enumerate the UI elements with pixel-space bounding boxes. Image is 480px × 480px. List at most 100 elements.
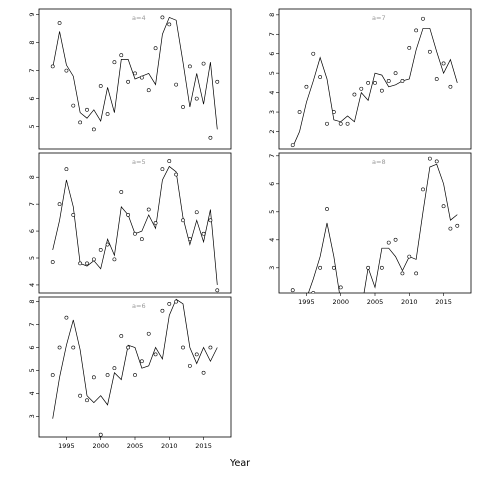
panel-frame	[278, 152, 472, 294]
y-tick-label: 6	[268, 52, 276, 56]
y-tick-label: 2	[268, 129, 276, 133]
observed-point	[50, 373, 55, 377]
x-tick-label: 2015	[435, 298, 452, 306]
observed-point	[366, 265, 371, 270]
observed-point	[105, 242, 110, 247]
observed-point	[187, 64, 192, 69]
observed-point	[201, 231, 206, 236]
observed-point	[318, 265, 323, 270]
observed-point	[139, 359, 144, 364]
plot-area	[50, 15, 220, 140]
observed-point	[91, 375, 96, 380]
observed-point	[133, 373, 137, 377]
panel-title: a=8	[372, 158, 386, 166]
observed-point	[201, 370, 206, 375]
observed-point	[393, 237, 398, 242]
y-tick-label: 3	[268, 110, 276, 114]
observed-point	[311, 291, 316, 293]
observed-point	[174, 172, 179, 177]
observed-point	[85, 107, 89, 112]
observed-point	[187, 237, 192, 242]
y-tick-label: 3	[268, 266, 276, 270]
observed-point	[98, 84, 103, 88]
observed-point	[325, 121, 329, 126]
observed-point	[133, 71, 137, 76]
observed-point	[139, 75, 144, 80]
observed-point	[146, 207, 151, 212]
y-tick-label: 8	[28, 175, 36, 179]
observed-point	[174, 82, 179, 87]
observed-point	[414, 271, 419, 276]
y-tick-label: 4	[28, 391, 36, 395]
y-tick-label: 7	[268, 32, 276, 36]
y-tick-label: 6	[28, 345, 36, 349]
observed-point	[311, 51, 316, 56]
observed-point	[441, 204, 446, 209]
observed-point	[201, 61, 206, 66]
y-tick-label: 5	[28, 125, 36, 129]
observed-point	[153, 46, 158, 51]
panel-frame	[38, 8, 232, 150]
y-tick-label: 7	[28, 322, 36, 326]
observed-point	[441, 61, 446, 66]
observed-point	[331, 265, 336, 270]
x-tick-label: 1995	[298, 298, 315, 306]
plot-area	[50, 159, 220, 293]
observed-point	[208, 345, 213, 350]
observed-point	[71, 345, 76, 350]
x-tick-label: 1995	[58, 442, 75, 450]
observed-point	[91, 127, 96, 132]
y-tick-label: 6	[28, 97, 36, 101]
observed-point	[208, 135, 213, 140]
observed-point	[71, 213, 76, 217]
observed-point	[434, 159, 439, 164]
observed-point	[345, 121, 350, 126]
observed-point	[400, 79, 405, 83]
observed-point	[105, 112, 110, 116]
observed-point	[208, 218, 213, 223]
observed-point	[421, 187, 425, 192]
observed-point	[407, 254, 412, 259]
fitted-line	[52, 165, 218, 285]
observed-point	[297, 110, 302, 114]
observed-point	[133, 231, 137, 236]
observed-point	[338, 285, 343, 290]
x-tick-label: 2005	[367, 298, 384, 306]
observed-point	[119, 53, 124, 58]
observed-point	[386, 240, 391, 245]
observed-point	[112, 60, 117, 65]
y-tick-label: 8	[28, 300, 36, 304]
observed-point	[407, 45, 412, 50]
observed-point	[360, 311, 363, 314]
plot-area	[50, 298, 218, 437]
fitted-line	[292, 28, 458, 148]
observed-point	[359, 86, 364, 91]
observed-point	[153, 221, 158, 225]
observed-point	[167, 159, 172, 163]
y-tick-label: 7	[28, 202, 36, 206]
y-tick-label: 5	[28, 368, 36, 372]
observed-point	[57, 202, 62, 207]
y-tick-label: 3	[28, 414, 36, 418]
observed-point	[215, 288, 220, 293]
observed-point	[160, 15, 165, 20]
observed-point	[50, 64, 55, 69]
observed-point	[78, 120, 83, 125]
y-tick-label: 7	[28, 69, 36, 73]
observed-point	[448, 226, 453, 231]
observed-point	[379, 88, 384, 93]
y-tick-label: 5	[28, 256, 36, 260]
y-tick-label: 9	[28, 13, 36, 17]
observed-point	[290, 288, 295, 293]
observed-point	[71, 103, 76, 108]
observed-point	[126, 213, 131, 217]
observed-point	[78, 393, 83, 398]
panel-title: a=4	[132, 14, 146, 22]
fitted-line	[52, 298, 218, 419]
observed-point	[98, 432, 103, 437]
observed-point	[427, 156, 432, 161]
y-tick-label: 8	[28, 41, 36, 45]
observed-point	[112, 366, 117, 371]
panel-3: a=5 4 5 6 7 8	[28, 152, 232, 294]
